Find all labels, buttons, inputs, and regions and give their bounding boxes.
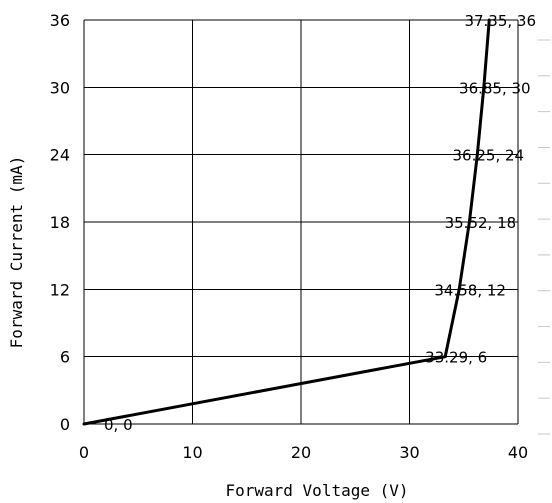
data-point: [475, 153, 479, 157]
grid: [83, 19, 519, 425]
data-point: [467, 220, 471, 224]
data-label: 35.52, 18: [445, 214, 517, 232]
y-tick-label: 24: [50, 146, 70, 165]
data-label: 0, 0: [104, 416, 133, 434]
data-labels: 0, 0 33.29, 6 34.58, 12 35.52, 18 36.25, 24 3…: [104, 12, 536, 434]
data-label: 33.29, 6: [425, 349, 487, 367]
data-point: [443, 355, 447, 359]
y-axis-title: Forward Current (mA): [7, 156, 26, 349]
x-tick-label: 40: [508, 443, 528, 462]
y-tick-label: 0: [60, 415, 70, 434]
x-tick-label: 30: [399, 443, 419, 462]
series-layer: [82, 18, 491, 426]
tick-labels: 0 6 12 18 24 30 36 0 10 20 30 40: [50, 11, 529, 462]
data-label: 36.85, 30: [459, 79, 531, 97]
right-dashes: [538, 39, 550, 435]
x-tick-label: 20: [291, 443, 311, 462]
x-axis-title: Forward Voltage (V): [225, 481, 408, 500]
y-tick-label: 30: [50, 78, 70, 97]
x-tick-label: 0: [79, 443, 89, 462]
x-tick-label: 10: [182, 443, 202, 462]
data-label: 34.58, 12: [434, 281, 506, 299]
data-label: 37.35, 36: [464, 12, 536, 30]
y-tick-label: 18: [50, 213, 70, 232]
data-point: [487, 18, 491, 22]
y-tick-label: 36: [50, 11, 70, 30]
data-point: [82, 422, 86, 426]
y-tick-label: 12: [50, 280, 70, 299]
y-tick-label: 6: [60, 348, 70, 367]
data-point: [482, 85, 486, 89]
data-point: [457, 287, 461, 291]
data-label: 36.25, 24: [453, 147, 525, 165]
